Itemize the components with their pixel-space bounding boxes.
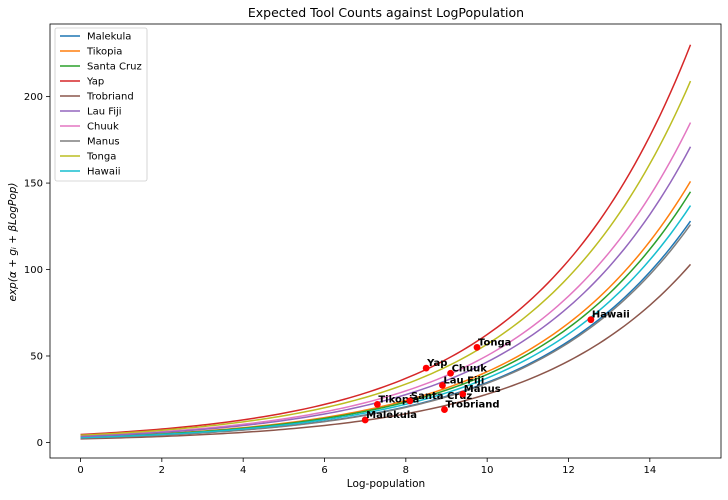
x-tick-label: 12 <box>562 465 575 476</box>
legend-label-chuuk: Chuuk <box>87 122 119 133</box>
data-point-tikopia <box>373 400 381 408</box>
legend-label-lau-fiji: Lau Fiji <box>87 107 122 118</box>
series-line-trobriand <box>80 263 692 440</box>
x-tick-label: 0 <box>77 465 83 476</box>
data-point-label-tikopia: Tikopia <box>378 394 419 405</box>
chart-title: Expected Tool Counts against LogPopulati… <box>248 5 524 20</box>
data-point-label-tonga: Tonga <box>478 337 511 348</box>
y-tick-label: 50 <box>30 351 43 362</box>
y-axis-label: exp(α + gᵢ + βLogPop) <box>7 182 19 301</box>
x-tick-label: 10 <box>481 465 494 476</box>
x-tick-label: 2 <box>159 465 165 476</box>
legend-label-trobriand: Trobriand <box>86 92 134 103</box>
legend-label-santa-cruz: Santa Cruz <box>87 62 142 73</box>
legend-label-yap: Yap <box>86 77 104 88</box>
data-point-label-manus: Manus <box>464 384 501 395</box>
x-tick-label: 6 <box>321 465 327 476</box>
data-point-hawaii <box>587 316 595 324</box>
data-point-label-malekula: Malekula <box>366 410 417 421</box>
data-point-label-santa-cruz: Santa Cruz <box>411 391 472 402</box>
x-axis-label: Log-population <box>347 478 425 490</box>
data-point-label-yap: Yap <box>426 358 447 369</box>
series-line-tonga <box>80 80 692 436</box>
data-point-malekula <box>361 416 369 424</box>
legend-label-hawaii: Hawaii <box>87 167 121 178</box>
plot-frame <box>49 23 722 459</box>
legend-label-manus: Manus <box>87 137 120 148</box>
x-tick-label: 8 <box>403 465 409 476</box>
data-point-label-lau-fiji: Lau Fiji <box>443 375 484 386</box>
data-point-manus <box>459 390 467 398</box>
y-tick-label: 0 <box>37 438 43 449</box>
data-point-chuuk <box>447 369 454 377</box>
legend-label-tikopia: Tikopia <box>86 47 122 58</box>
y-tick-label: 100 <box>24 265 43 276</box>
series-line-yap <box>80 44 692 436</box>
data-point-lau-fiji <box>439 381 446 389</box>
data-point-label-trobriand: Trobriand <box>445 400 499 411</box>
y-tick-label: 150 <box>24 179 43 190</box>
series-line-chuuk <box>80 122 692 437</box>
data-point-santa-cruz <box>406 397 414 405</box>
series-line-lau-fiji <box>80 146 692 438</box>
legend-label-malekula: Malekula <box>87 32 131 43</box>
data-point-yap <box>422 364 430 372</box>
data-point-label-chuuk: Chuuk <box>452 363 488 374</box>
legend-label-tonga: Tonga <box>86 152 116 163</box>
x-tick-label: 4 <box>240 465 246 476</box>
data-point-tonga <box>473 343 481 351</box>
x-tick-label: 14 <box>643 465 656 476</box>
data-point-label-hawaii: Hawaii <box>592 310 630 321</box>
y-tick-label: 200 <box>24 92 43 103</box>
data-point-trobriand <box>441 406 448 413</box>
